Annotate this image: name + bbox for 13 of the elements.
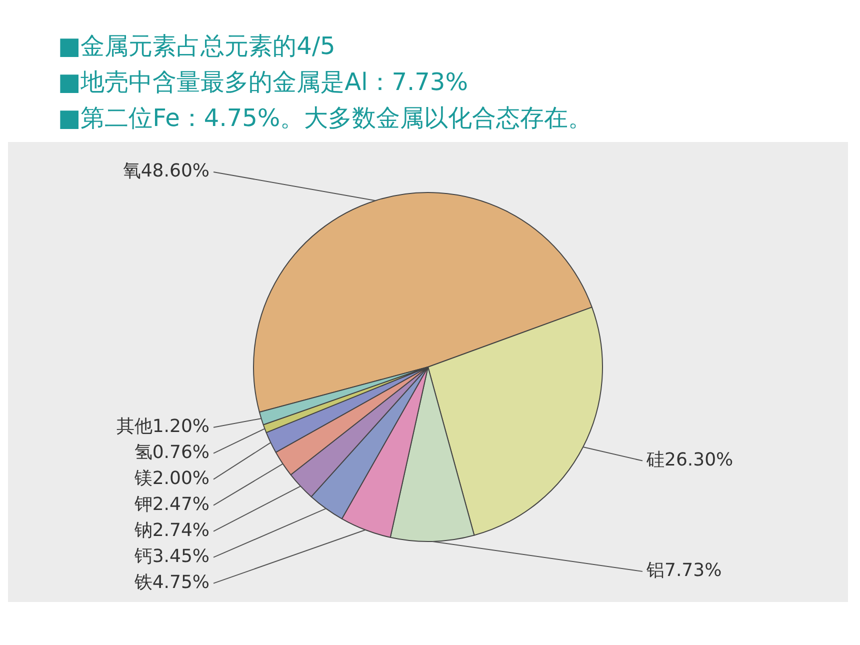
slice-label: 钠2.74%	[133, 520, 210, 542]
slice-label: 氧48.60%	[122, 160, 210, 182]
slice-label: 钙3.45%	[133, 546, 210, 568]
slice-label: 钾2.47%	[133, 494, 210, 516]
slice-label: 氢0.76%	[134, 442, 210, 464]
slice-label: 铝7.73%	[646, 560, 722, 582]
slice-label: 铁4.75%	[133, 572, 210, 594]
text: ■第二位Fe：4.75%。大多数金属以化合态存在。	[58, 103, 594, 134]
text: ■金属元素占总元素的4/5	[58, 31, 336, 62]
slice-label: 镁2.00%	[133, 468, 210, 490]
slice-label: 硅26.30%	[646, 449, 734, 470]
text: ■地壳中含量最多的金属是Al：7.73%	[58, 67, 470, 98]
slice-label: 其他1.20%	[116, 416, 210, 438]
